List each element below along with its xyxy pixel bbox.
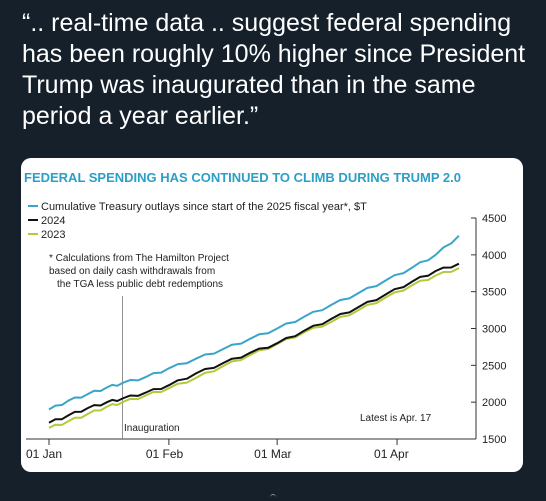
y-tick-label: 1500 — [482, 434, 506, 446]
legend-label-2025: Cumulative Treasury outlays since start … — [41, 201, 367, 213]
x-tick-label: 01 Jan — [26, 447, 62, 461]
spending-chart: FEDERAL SPENDING HAS CONTINUED TO CLIMB … — [24, 170, 506, 461]
x-tick-label: 01 Mar — [254, 447, 291, 461]
footnote-line-3: the TGA less public debt redemptions — [57, 279, 223, 290]
series-line-2023 — [48, 267, 460, 429]
chart-axes: 01 Jan 01 Feb 01 Mar 01 Apr 1500 2000 2500 3000… — [26, 213, 506, 461]
y-tick-label: 2500 — [482, 360, 506, 372]
reply-indicator-icon — [270, 494, 276, 501]
y-tick-label: 2000 — [482, 397, 506, 409]
x-tick-label: 01 Apr — [374, 447, 409, 461]
chart-card: FEDERAL SPENDING HAS CONTINUED TO CLIMB … — [21, 158, 523, 472]
legend-label-2024: 2024 — [41, 215, 65, 227]
y-tick-label: 3000 — [482, 324, 506, 336]
footnote-line-1: * Calculations from The Hamilton Project — [49, 253, 229, 264]
chart-series — [48, 234, 460, 429]
latest-annotation: Latest is Apr. 17 — [360, 413, 432, 424]
y-tick-label: 4000 — [482, 250, 506, 262]
series-line-2024 — [48, 262, 460, 424]
inauguration-label: Inauguration — [124, 423, 180, 434]
legend-label-2023: 2023 — [41, 229, 65, 241]
y-tick-label: 4500 — [482, 213, 506, 225]
chart-title: FEDERAL SPENDING HAS CONTINUED TO CLIMB … — [24, 170, 461, 185]
y-tick-label: 3500 — [482, 287, 506, 299]
tweet-quote-text: “.. real-time data .. suggest federal sp… — [22, 9, 526, 130]
footnote-line-2: based on daily cash withdrawals from — [49, 266, 215, 277]
x-tick-label: 01 Feb — [146, 447, 184, 461]
series-line-cumu — [48, 234, 460, 411]
